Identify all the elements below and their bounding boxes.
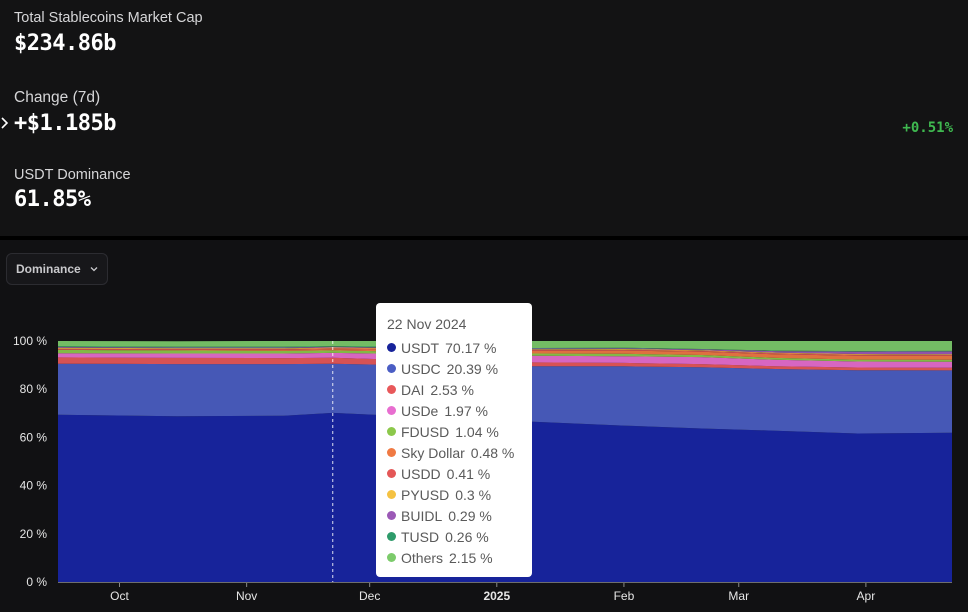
stats-panel: Total Stablecoins Market Cap $234.86b Ch… <box>0 0 968 236</box>
area-series-tusd[interactable] <box>58 346 952 352</box>
tooltip-series-value: 0.26 % <box>445 528 489 545</box>
tooltip-series-name: DAI <box>401 381 425 398</box>
tooltip-item: FDUSD 1.04 % <box>387 421 532 442</box>
legend-dot-icon <box>387 511 396 520</box>
tooltip-item: BUIDL 0.29 % <box>387 505 532 526</box>
legend-dot-icon <box>387 364 396 373</box>
tooltip-series-value: 1.97 % <box>444 402 488 419</box>
y-tick-label: 100 % <box>13 334 47 348</box>
dominance-value: 61.85% <box>14 187 91 212</box>
y-tick-label: 20 % <box>20 527 48 541</box>
change-value: +$1.185b <box>14 111 116 136</box>
tooltip-series-name: Sky Dollar <box>401 444 465 461</box>
tooltip-series-name: TUSD <box>401 528 440 545</box>
legend-dot-icon <box>387 532 396 541</box>
x-tick-label: Oct <box>110 589 129 603</box>
section-divider <box>0 236 968 240</box>
tooltip-item: USDe 1.97 % <box>387 400 532 421</box>
tooltip-series-value: 2.15 % <box>449 549 493 566</box>
x-tick-label: Mar <box>728 589 749 603</box>
y-tick-label: 40 % <box>20 479 48 493</box>
x-tick-label: Nov <box>236 589 257 603</box>
change-label: Change (7d) <box>14 89 101 106</box>
tooltip-item: USDT 70.17 % <box>387 337 532 358</box>
market-cap-label: Total Stablecoins Market Cap <box>14 10 203 26</box>
tooltip-item: PYUSD 0.3 % <box>387 484 532 505</box>
tooltip-series-value: 0.29 % <box>448 507 492 524</box>
tooltip-series-value: 0.41 % <box>446 465 491 482</box>
y-tick-label: 60 % <box>20 430 48 444</box>
tooltip-series-name: USDC <box>401 360 441 377</box>
tooltip-item: USDD 0.41 % <box>387 463 532 484</box>
tooltip-series-name: Others <box>401 549 444 566</box>
tooltip-series-name: BUIDL <box>401 507 443 524</box>
tooltip-date: 22 Nov 2024 <box>387 316 467 332</box>
legend-dot-icon <box>387 553 396 562</box>
chevron-down-icon <box>90 267 98 272</box>
chart-mode-label: Dominance <box>16 262 81 276</box>
legend-dot-icon <box>387 406 396 415</box>
chart-mode-dropdown[interactable]: Dominance <box>6 253 108 285</box>
tooltip-item: USDC 20.39 % <box>387 358 532 379</box>
x-tick-label: 2025 <box>483 589 510 603</box>
area-series-fdusd[interactable] <box>58 349 952 362</box>
tooltip-series-value: 2.53 % <box>430 381 474 398</box>
x-tick-label: Feb <box>614 589 635 603</box>
tooltip-series-value: 1.04 % <box>455 423 499 440</box>
change-percent-badge: +0.51% <box>902 120 953 136</box>
legend-dot-icon <box>387 490 396 499</box>
chart-tooltip: 22 Nov 2024 USDT 70.17 % USDC 20.39 % DAI 2.5… <box>376 303 532 577</box>
tooltip-series-name: USDT <box>401 339 440 356</box>
tooltip-item: Others 2.15 % <box>387 547 532 568</box>
tooltip-item: DAI 2.53 % <box>387 379 532 400</box>
tooltip-series-value: 0.48 % <box>470 444 515 461</box>
tooltip-series-value: 70.17 % <box>445 339 497 356</box>
legend-dot-icon <box>387 343 396 352</box>
area-series-buidl[interactable] <box>58 346 952 355</box>
legend-dot-icon <box>387 469 396 478</box>
tooltip-series-value: 0.3 % <box>455 486 492 503</box>
y-tick-label: 80 % <box>20 382 48 396</box>
y-tick-label: 0 % <box>26 575 47 589</box>
tooltip-series-value: 20.39 % <box>446 360 499 377</box>
legend-dot-icon <box>387 427 396 436</box>
chevron-right-icon[interactable] <box>0 115 10 131</box>
market-cap-value: $234.86b <box>14 31 116 56</box>
tooltip-series-name: FDUSD <box>401 423 450 440</box>
tooltip-series-name: USDD <box>401 465 441 482</box>
legend-dot-icon <box>387 385 396 394</box>
x-tick-label: Apr <box>857 589 876 603</box>
tooltip-series-name: USDe <box>401 402 439 419</box>
tooltip-series-name: PYUSD <box>401 486 450 503</box>
legend-dot-icon <box>387 448 396 457</box>
tooltip-item: Sky Dollar 0.48 % <box>387 442 532 463</box>
dominance-label: USDT Dominance <box>14 167 131 183</box>
x-tick-label: Dec <box>359 589 380 603</box>
tooltip-item: TUSD 0.26 % <box>387 526 532 547</box>
